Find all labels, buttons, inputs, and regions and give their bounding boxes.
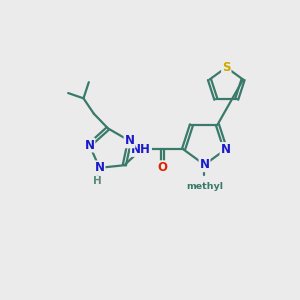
Text: O: O: [157, 161, 167, 174]
Text: N: N: [200, 158, 209, 171]
Text: N: N: [84, 139, 94, 152]
Text: N: N: [220, 143, 230, 156]
Text: N: N: [94, 161, 105, 174]
Text: NH: NH: [131, 143, 151, 156]
Text: N: N: [124, 134, 134, 147]
Text: methyl: methyl: [186, 182, 223, 191]
Text: S: S: [222, 61, 230, 74]
Text: H: H: [93, 176, 102, 186]
